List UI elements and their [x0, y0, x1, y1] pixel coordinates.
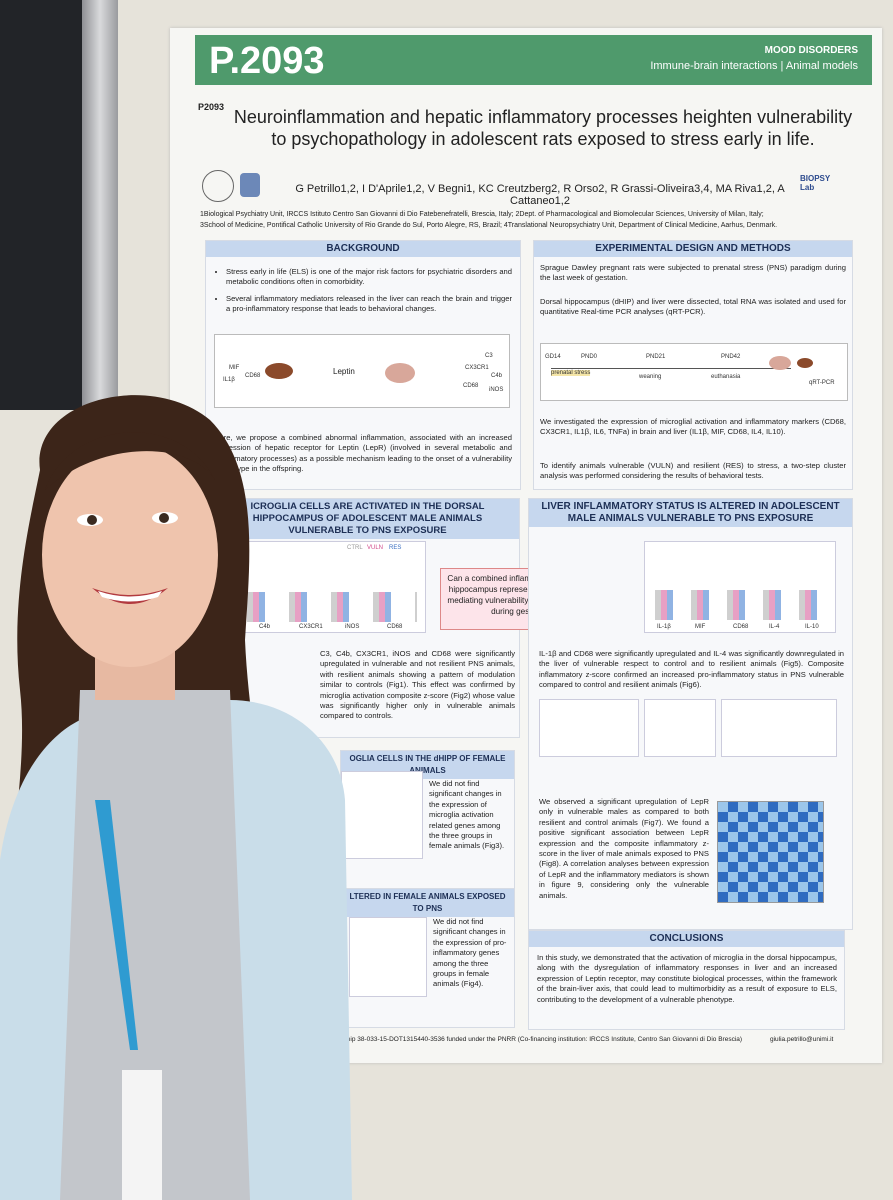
affiliation: 3School of Medicine, Pontifical Catholic…: [200, 222, 778, 229]
poster: P.2093 MOOD DISORDERS Immune-brain inter…: [170, 28, 882, 1063]
bullet: Several inflammatory mediators released …: [226, 294, 512, 315]
badge: [122, 1070, 162, 1200]
authors: G Petrillo1,2, I D'Aprile1,2, V Begni1, …: [295, 183, 785, 207]
conclusions-section: CONCLUSIONS In this study, we demonstrat…: [528, 930, 845, 1030]
bars-picture: [655, 590, 830, 620]
logo: [240, 173, 260, 197]
timeline-label: prenatal stress: [551, 370, 591, 376]
diagram-label: CD68: [463, 383, 479, 389]
paragraph: To identify animals vulnerable (VULN) an…: [540, 461, 846, 481]
gene-label: MIF: [695, 624, 706, 630]
paragraph: Here, we propose a combined abnormal inf…: [214, 433, 512, 474]
paragraph: Sprague Dawley pregnant rats were subjec…: [540, 263, 846, 283]
gene-label: IL-10: [805, 624, 819, 630]
affiliation: 1Biological Psychiatry Unit, IRCCS Istit…: [200, 211, 764, 218]
figure: [644, 699, 716, 757]
gene-label: C4b: [259, 624, 271, 630]
paragraph: We did not find significant changes in t…: [429, 779, 505, 851]
legend: VULN: [367, 545, 384, 551]
design-section: EXPERIMENTAL DESIGN AND METHODS Sprague …: [533, 240, 853, 490]
diagram-label: CD68: [245, 373, 261, 379]
paragraph: C3, C4b, CX3CR1, iNOS and CD68 were sign…: [320, 649, 515, 721]
header-bar: P.2093 MOOD DISORDERS Immune-brain inter…: [195, 35, 872, 85]
timeline-label: weaning: [639, 374, 662, 380]
timeline-label: PND0: [581, 354, 598, 360]
paragraph: Dorsal hippocampus (dHIP) and liver were…: [540, 297, 846, 317]
gene-label: iNOS: [345, 624, 360, 630]
diagram: MIF IL1β CD68 Leptin C3 CX3CR1 C4b CD68 …: [214, 334, 510, 408]
section-heading: CONCLUSIONS: [529, 931, 844, 947]
frame: [82, 0, 118, 420]
figure: IL-1β MIF CD68 IL-4 IL-10: [644, 541, 836, 633]
pupil: [159, 513, 169, 523]
figure: [539, 699, 639, 757]
section-heading: EXPERIMENTAL DESIGN AND METHODS: [534, 241, 852, 257]
timeline-label: euthanasia: [711, 374, 741, 380]
small-code: P2093: [198, 102, 225, 112]
paragraph: We did not find significant changes in t…: [433, 917, 507, 989]
legend: CTRL: [347, 545, 363, 551]
timeline-label: GD14: [545, 354, 561, 360]
category: MOOD DISORDERS: [764, 45, 858, 56]
gene-label: CX3CR1: [299, 624, 323, 630]
female-microglia-section: OGLIA CELLS IN THE dHIPP OF FEMALE ANIMA…: [340, 750, 515, 890]
diagram-label: C4b: [491, 373, 503, 379]
section-heading: BACKGROUND: [206, 241, 520, 257]
paragraph: We investigated the expression of microg…: [540, 417, 846, 437]
gene-label: IL-1β: [657, 624, 671, 630]
liver-icon: [797, 358, 813, 368]
heatmap-picture: [717, 801, 824, 903]
female-liver-section: LTERED IN FEMALE ANIMALS EXPOSED TO PNS …: [340, 888, 515, 1028]
hair-top: [45, 432, 215, 490]
poster-code: P.2093: [209, 40, 325, 82]
lab-logo: BIOPSY Lab: [800, 174, 831, 192]
timeline: GD14 PND0 PND21 PND42 prenatal stress we…: [540, 343, 848, 401]
diagram-label: iNOS: [489, 387, 504, 393]
timeline-label: qRT-PCR: [809, 380, 835, 386]
paragraph: We observed a significant upregulation o…: [539, 797, 709, 900]
figure: [341, 771, 423, 859]
bullet: Stress early in life (ELS) is one of the…: [226, 267, 512, 288]
section-heading: ICROGLIA CELLS ARE ACTIVATED IN THE DORS…: [216, 499, 519, 539]
paragraph: In this study, we demonstrated that the …: [537, 953, 837, 1004]
diagram-label: CX3CR1: [465, 365, 489, 371]
timeline-axis: [551, 368, 791, 369]
section-heading: LIVER INFLAMMATORY STATUS IS ALTERED IN …: [529, 499, 852, 527]
figure: CTRL VULN RES C4b CX3CR1 iNOS CD68: [236, 541, 426, 633]
lanyard: [95, 800, 138, 1050]
email: giulia.petrillo@unimi.it: [770, 1036, 834, 1043]
brain-icon: [385, 363, 415, 383]
bars-picture: [247, 592, 417, 622]
pupil: [87, 515, 97, 525]
background-section: BACKGROUND Stress early in life (ELS) is…: [205, 240, 521, 490]
mouth: [92, 588, 168, 604]
gene-label: IL-4: [769, 624, 780, 630]
gene-label: CD68: [387, 624, 403, 630]
liver-section: LIVER INFLAMMATORY STATUS IS ALTERED IN …: [528, 498, 853, 930]
liver-icon: [265, 363, 293, 379]
gene-label: CD68: [733, 624, 749, 630]
title: Neuroinflammation and hepatic inflammato…: [233, 107, 853, 149]
timeline-label: PND21: [646, 354, 666, 360]
diagram-label: Leptin: [333, 367, 355, 376]
funding: D Scholarship 38-033-15-DOT1315440-3536 …: [315, 1036, 743, 1043]
paragraph: IL-1β and CD68 were significantly upregu…: [539, 649, 844, 690]
diagram-label: C3: [485, 353, 493, 359]
dark-wall: [0, 0, 82, 410]
face: [42, 443, 218, 667]
teeth: [98, 591, 162, 602]
figure: [349, 917, 427, 997]
diagram-label: MIF: [229, 365, 240, 371]
section-heading: LTERED IN FEMALE ANIMALS EXPOSED TO PNS: [341, 889, 514, 917]
legend: RES: [389, 545, 402, 551]
diagram-label: IL1β: [223, 377, 235, 383]
logo: [202, 170, 234, 202]
timeline-label: PND42: [721, 354, 741, 360]
rat-icon: [769, 356, 791, 370]
figure: [721, 699, 837, 757]
topics: Immune-brain interactions | Animal model…: [650, 60, 858, 72]
